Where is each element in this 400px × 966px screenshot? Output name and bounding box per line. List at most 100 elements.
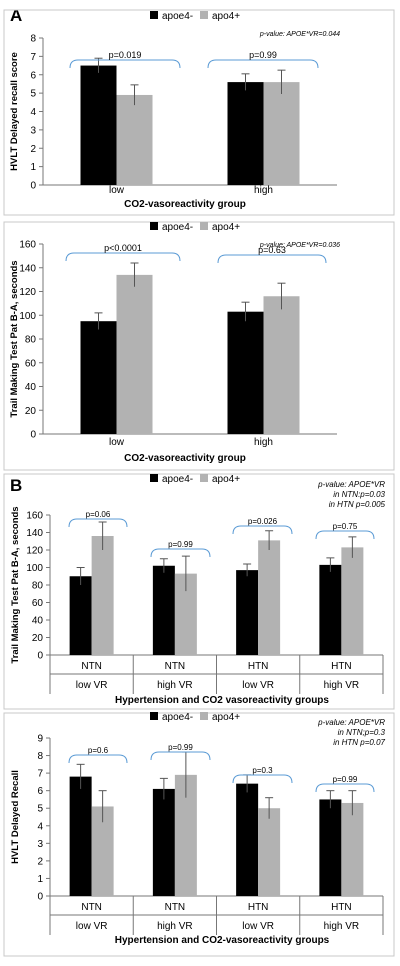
y-tick-label: 80 <box>25 335 37 346</box>
y-tick-label: 120 <box>19 287 36 298</box>
x-subcategory-label: low VR <box>242 680 274 691</box>
p-value-bracket <box>150 548 211 558</box>
y-tick-label: 7 <box>37 769 43 780</box>
y-tick-label: 60 <box>25 358 37 369</box>
bar-apo4-plus <box>116 94 153 185</box>
y-tick-label: 80 <box>32 581 44 592</box>
x-subcategory-label: high VR <box>324 680 360 691</box>
panel-b-label: B <box>10 476 23 495</box>
legend-label-apoe4-minus: apoe4- <box>162 712 193 723</box>
y-tick-label: 2 <box>37 856 43 867</box>
legend-label-apoe4-minus: apoe4- <box>162 222 193 233</box>
bar-apoe4-minus <box>80 321 117 434</box>
p-value-label: p=0.99 <box>333 775 358 784</box>
bar-apoe4-minus <box>319 564 342 655</box>
y-tick-label: 3 <box>37 839 43 850</box>
bar-apoe4-minus <box>152 565 175 655</box>
legend-label-apo4-plus: apo4+ <box>212 222 240 233</box>
chart-frame <box>3 9 395 216</box>
y-tick-label: 40 <box>25 382 37 393</box>
y-axis-title: HVLT Delayed Recall <box>10 770 21 864</box>
x-category-label: HTN <box>248 902 269 913</box>
p-value-label: p=0.99 <box>168 540 193 549</box>
x-subcategory-label: high VR <box>157 921 193 932</box>
y-tick-label: 100 <box>19 311 36 322</box>
chart-panel-a-top: 0 1 2 3 4 5 6 7 8 low high p=0.019 p=0.99 apoe4- apo4+… <box>3 9 395 216</box>
legend-swatch-apoe4-minus <box>150 712 158 720</box>
p-value-bracket <box>207 59 319 69</box>
legend-swatch-apo4-plus <box>200 11 208 19</box>
legend-label-apo4-plus: apo4+ <box>212 11 240 22</box>
y-tick-label: 7 <box>30 52 36 63</box>
p-value-label: p=0.6 <box>88 746 109 755</box>
x-category-label: HTN <box>331 661 352 672</box>
p-value-label: p=0.019 <box>109 50 142 60</box>
p-value-label: p=0.3 <box>252 766 273 775</box>
y-tick-label: 160 <box>19 240 36 251</box>
y-tick-label: 2 <box>30 144 36 155</box>
p-value-label: p<0.0001 <box>104 243 142 253</box>
p-value-bracket <box>217 254 327 264</box>
y-tick-label: 6 <box>30 70 36 81</box>
y-tick-label: 0 <box>30 181 36 192</box>
y-tick-label: 8 <box>30 34 36 45</box>
bar-apoe4-minus <box>236 783 259 896</box>
x-subcategory-label: low VR <box>76 921 108 932</box>
bar-apo4-plus <box>341 802 364 896</box>
interaction-p-value-line: in HTN p=0.005 <box>329 500 386 509</box>
bar-apoe4-minus <box>236 570 259 655</box>
x-subcategory-label: low VR <box>242 921 274 932</box>
interaction-p-value: p-value: APOE*VR=0.044 <box>259 31 340 38</box>
legend-swatch-apo4-plus <box>200 712 208 720</box>
p-value-bracket <box>68 518 128 528</box>
p-value-label: p=0.026 <box>248 517 278 526</box>
legend-swatch-apoe4-minus <box>150 474 158 482</box>
x-subcategory-label: high VR <box>157 680 193 691</box>
x-category-label: HTN <box>331 902 352 913</box>
bar-apo4-plus <box>258 540 281 655</box>
y-tick-label: 20 <box>32 633 44 644</box>
y-tick-label: 60 <box>32 598 44 609</box>
interaction-p-value-line: in NTN;p=0.3 <box>338 728 386 737</box>
bar-apo4-plus <box>116 274 153 434</box>
p-value-bracket <box>69 59 181 69</box>
x-axis-title: CO2-vasoreactivity group <box>124 453 246 464</box>
legend-label-apoe4-minus: apoe4- <box>162 474 193 485</box>
bar-apo4-plus <box>174 774 197 896</box>
p-value-bracket <box>65 252 181 262</box>
y-tick-label: 8 <box>37 751 43 762</box>
p-value-label: p=0.99 <box>168 743 193 752</box>
x-axis-title: Hypertension and CO2 vasoreactivity grou… <box>115 695 329 706</box>
x-subcategory-label: low VR <box>76 680 108 691</box>
x-category-label: NTN <box>81 661 102 672</box>
chart-frame <box>3 473 395 710</box>
bar-apo4-plus <box>263 296 300 434</box>
bar-apo4-plus <box>91 536 114 655</box>
y-tick-label: 100 <box>26 563 43 574</box>
y-axis-title: Trail Making Test Pat B-A, seconds <box>9 260 20 417</box>
p-value-bracket <box>232 774 293 784</box>
p-value-label: p=0.06 <box>86 510 111 519</box>
x-category-label: HTN <box>248 661 269 672</box>
bar-apoe4-minus <box>69 576 92 655</box>
y-tick-label: 5 <box>30 89 36 100</box>
p-value-bracket <box>68 754 128 764</box>
interaction-p-value-line: in HTN p=0.07 <box>333 738 385 747</box>
bar-apoe4-minus <box>69 776 92 896</box>
bar-apo4-plus <box>263 82 300 185</box>
y-tick-label: 0 <box>37 651 43 662</box>
y-tick-label: 40 <box>32 616 44 627</box>
legend-swatch-apo4-plus <box>200 474 208 482</box>
chart-frame <box>3 221 395 471</box>
bar-apoe4-minus <box>227 82 264 185</box>
bar-apoe4-minus <box>319 799 342 896</box>
legend-swatch-apoe4-minus <box>150 11 158 19</box>
panel-a-label: A <box>10 6 23 25</box>
y-tick-label: 5 <box>37 804 43 815</box>
p-value-label: p=0.99 <box>249 50 277 60</box>
y-tick-label: 1 <box>37 874 43 885</box>
y-tick-label: 4 <box>30 107 36 118</box>
y-tick-label: 140 <box>26 528 43 539</box>
x-axis-title: Hypertension and CO2-vasoreactivity grou… <box>115 935 330 946</box>
x-subcategory-label: high VR <box>324 921 360 932</box>
